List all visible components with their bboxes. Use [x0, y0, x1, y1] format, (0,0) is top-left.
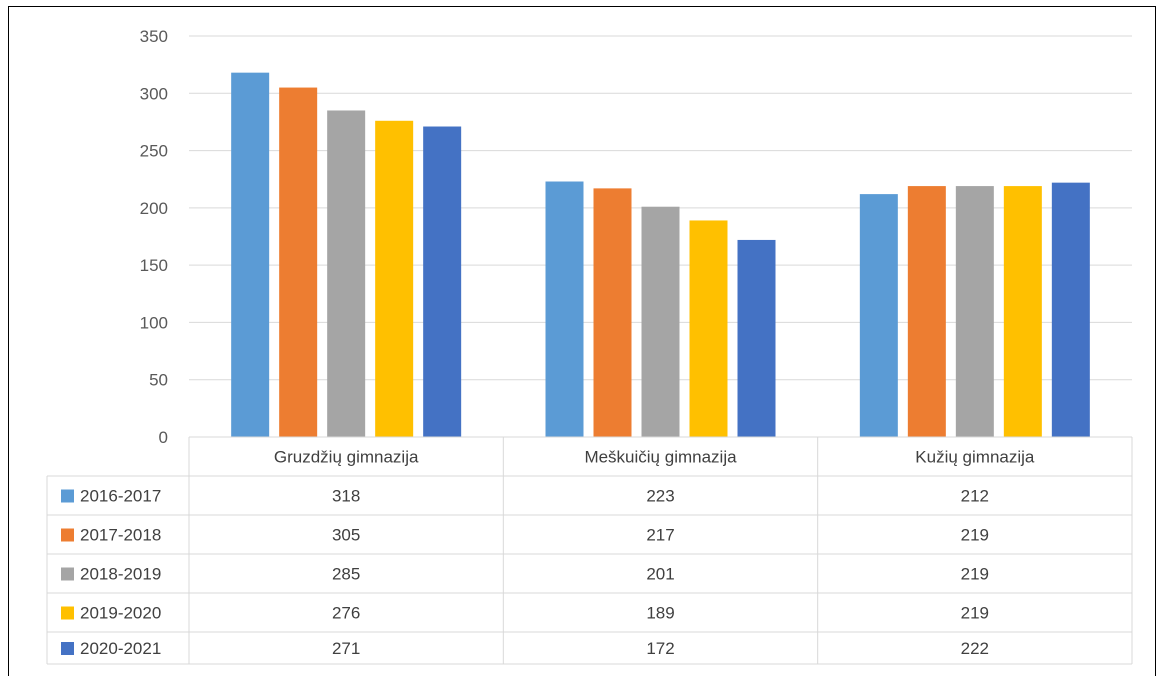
bar — [593, 188, 632, 437]
bar — [231, 72, 270, 438]
category-label: Kužių gimnazija — [915, 448, 1035, 467]
data-label: 219 — [961, 565, 989, 584]
y-tick-label: 200 — [140, 199, 168, 218]
series-name: 2019-2020 — [80, 604, 161, 623]
bar — [859, 194, 898, 437]
y-tick-label: 300 — [140, 84, 168, 103]
data-label: 189 — [646, 604, 674, 623]
data-label: 212 — [961, 487, 989, 506]
bar — [737, 239, 776, 437]
y-tick-label: 150 — [140, 256, 168, 275]
series-name: 2017-2018 — [80, 526, 161, 545]
bar — [689, 220, 728, 437]
series-name: 2016-2017 — [80, 487, 161, 506]
y-tick-label: 350 — [140, 27, 168, 46]
y-tick-label: 50 — [149, 371, 168, 390]
y-tick-label: 100 — [140, 313, 168, 332]
data-label: 201 — [646, 565, 674, 584]
bar — [641, 206, 680, 437]
data-label: 217 — [646, 526, 674, 545]
category-label: Gruzdžių gimnazija — [274, 448, 419, 467]
data-label: 318 — [332, 487, 360, 506]
legend-key — [61, 528, 74, 542]
data-label: 219 — [961, 526, 989, 545]
bar — [423, 126, 462, 438]
bar — [1051, 182, 1090, 437]
bar — [907, 186, 946, 437]
data-label: 271 — [332, 639, 360, 658]
data-label: 285 — [332, 565, 360, 584]
data-label: 219 — [961, 604, 989, 623]
legend-key — [61, 489, 74, 503]
bar — [955, 186, 994, 437]
data-label: 222 — [961, 639, 989, 658]
series-name: 2020-2021 — [80, 639, 161, 658]
bar — [279, 87, 318, 438]
data-label: 172 — [646, 639, 674, 658]
bar — [1003, 186, 1042, 437]
category-label: Meškuičių gimnazija — [584, 448, 737, 467]
bar — [327, 110, 366, 437]
y-tick-label: 0 — [159, 428, 168, 447]
data-label: 276 — [332, 604, 360, 623]
data-label: 305 — [332, 526, 360, 545]
bar — [375, 120, 414, 437]
series-name: 2018-2019 — [80, 565, 161, 584]
legend-key — [61, 642, 74, 655]
legend-key — [61, 567, 74, 581]
data-label: 223 — [646, 487, 674, 506]
y-tick-label: 250 — [140, 142, 168, 161]
legend-key — [61, 606, 74, 620]
bar — [545, 181, 584, 437]
